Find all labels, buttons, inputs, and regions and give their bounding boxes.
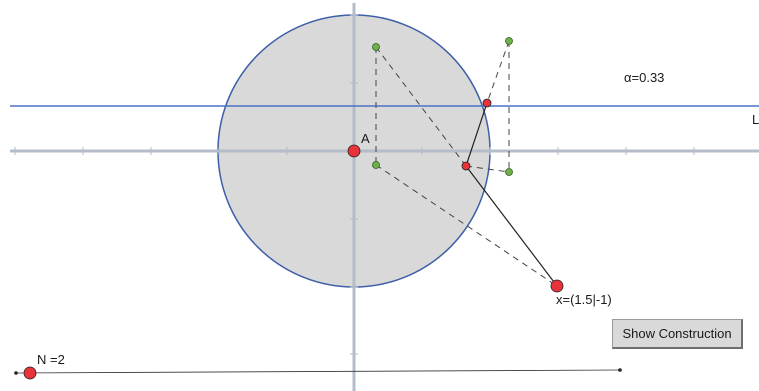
slider-n-start-dot [14, 371, 18, 375]
point-x-label: x=(1.5|-1) [556, 292, 612, 307]
axis-ticks [14, 14, 695, 355]
slider-n-label: N =2 [37, 352, 65, 367]
helper-points[interactable] [372, 37, 513, 176]
alpha-label: α=0.33 [624, 70, 665, 85]
slider-n-end-dot [618, 368, 622, 372]
line-l-label: L [752, 112, 759, 127]
moving-point[interactable] [461, 161, 471, 171]
slider-n-handle[interactable] [23, 366, 37, 380]
helper-point [505, 37, 513, 45]
construction-solid-lines [465, 102, 558, 287]
helper-point [372, 161, 380, 169]
point-a-label: A [361, 131, 370, 146]
construction-dashed-lines [375, 40, 558, 287]
intersection-point[interactable] [482, 98, 492, 108]
slider-n-track[interactable] [15, 369, 621, 374]
helper-point [505, 168, 513, 176]
show-construction-button[interactable]: Show Construction [612, 319, 743, 349]
point-a[interactable] [347, 144, 361, 158]
helper-point [372, 43, 380, 51]
point-x[interactable] [550, 279, 564, 293]
